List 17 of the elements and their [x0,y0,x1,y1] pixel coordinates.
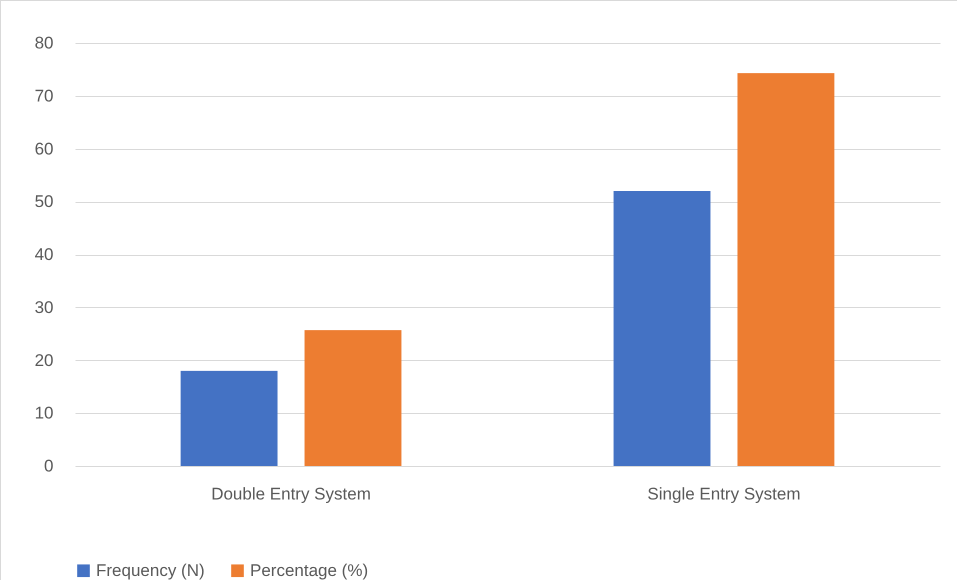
legend-label: Frequency (N) [96,560,205,580]
bar [180,370,278,466]
y-tick-label: 30 [34,298,54,317]
y-tick-label: 40 [34,245,54,264]
y-tick-label: 70 [34,86,54,106]
legend-label: Percentage (%) [250,560,368,580]
x-tick-label: Double Entry System [211,484,371,504]
bar [737,73,834,466]
y-tick-label: 10 [34,404,54,423]
y-tick-label: 20 [34,350,54,370]
y-tick-label: 80 [34,34,54,52]
x-tick-label: Single Entry System [647,484,800,504]
y-tick-label: 50 [34,192,54,212]
y-tick-label: 60 [34,139,54,158]
y-tick-label: 0 [44,456,54,476]
bar [614,191,710,466]
bar [304,330,402,466]
